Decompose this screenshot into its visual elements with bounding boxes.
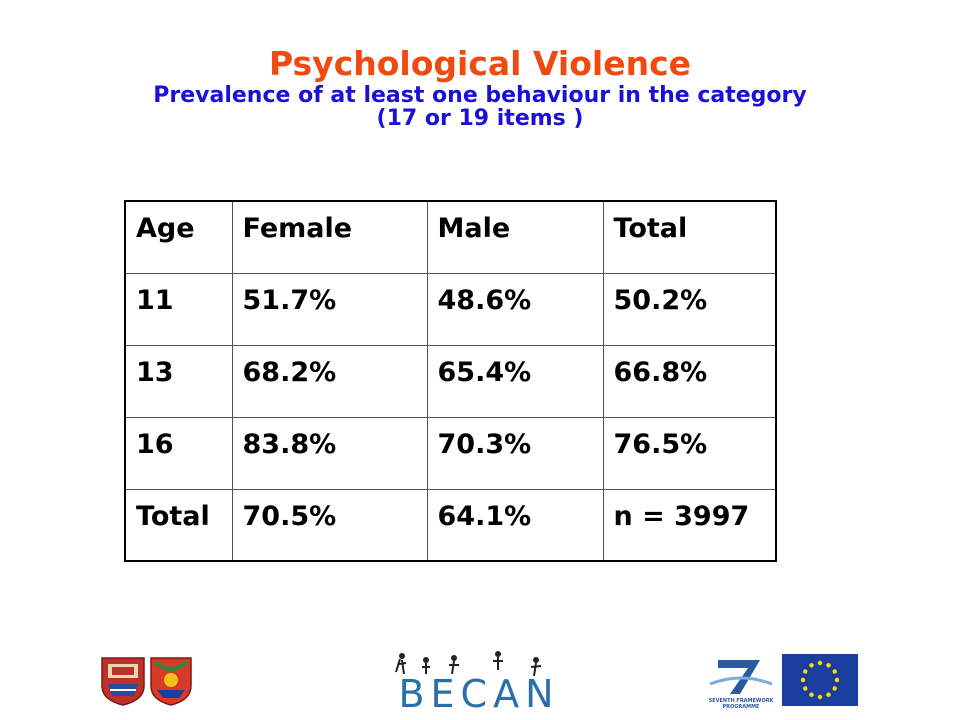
prevalence-table: Age Female Male Total 11 51.7% 48.6% 50.… [124, 200, 777, 562]
table-cell: 50.2% [602, 272, 777, 346]
table-cell: 70.3% [426, 416, 604, 490]
table-cell: 64.1% [426, 488, 604, 562]
table-cell: 83.8% [231, 416, 428, 490]
table-row: Total 70.5% 64.1% n = 3997 [124, 488, 777, 562]
faculty-crest-icon [150, 657, 192, 706]
becan-wordmark: BECAN [398, 672, 560, 716]
table-cell: Total [124, 488, 233, 562]
table-header-cell: Total [602, 200, 777, 274]
table-cell: 13 [124, 344, 233, 418]
table-header-cell: Age [124, 200, 233, 274]
eu-star-icon [832, 686, 837, 691]
eu-star-icon [832, 669, 837, 674]
table-row: 16 83.8% 70.3% 76.5% [124, 416, 777, 490]
eu-star-icon [817, 660, 823, 666]
table-cell: 11 [124, 272, 233, 346]
fp7-caption-line1: SEVENTH FRAMEWORK [708, 698, 774, 704]
eu-star-icon [803, 669, 808, 674]
table-cell: n = 3997 [602, 488, 777, 562]
table-header-row: Age Female Male Total [124, 200, 777, 274]
eu-flag-icon [782, 654, 858, 706]
eu-star-icon [809, 692, 814, 697]
eu-star-icon [834, 677, 840, 683]
table-cell: 76.5% [602, 416, 777, 490]
eu-star-icon [800, 677, 806, 683]
eu-star-icon [817, 694, 823, 700]
table-cell: 66.8% [602, 344, 777, 418]
table-header-cell: Female [231, 200, 428, 274]
table-cell: 70.5% [231, 488, 428, 562]
table-cell: 65.4% [426, 344, 604, 418]
table-cell: 51.7% [231, 272, 428, 346]
table-cell: 48.6% [426, 272, 604, 346]
table-row: 11 51.7% 48.6% 50.2% [124, 272, 777, 346]
page-title: Psychological Violence [268, 44, 692, 83]
fp7-logo: SEVENTH FRAMEWORK PROGRAMME [706, 654, 776, 712]
fp7-mark-icon [709, 660, 773, 694]
becan-figures-icon [395, 651, 542, 677]
eu-star-icon [826, 663, 831, 668]
eu-star-icon [809, 663, 814, 668]
table-header-cell: Male [426, 200, 604, 274]
eu-star-icon [826, 692, 831, 697]
becan-logo: BECAN [386, 650, 572, 716]
eu-star-icon [803, 686, 808, 691]
table-row: 13 68.2% 65.4% 66.8% [124, 344, 777, 418]
table-cell: 68.2% [231, 344, 428, 418]
table-cell: 16 [124, 416, 233, 490]
page-subtitle: Prevalence of at least one behaviour in … [153, 83, 807, 108]
fp7-caption-line2: PROGRAMME [722, 704, 760, 710]
university-crest-icon [101, 657, 145, 706]
page-subtitle-note: (17 or 19 items ) [376, 106, 584, 131]
